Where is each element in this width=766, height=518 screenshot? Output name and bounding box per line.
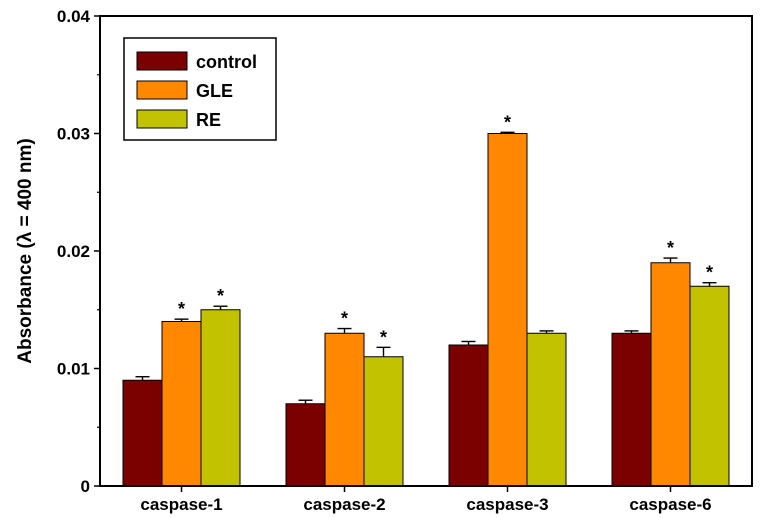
bar-caspase-3-re: [526, 332, 567, 487]
legend-label-re: RE: [196, 110, 221, 130]
significance-star-caspase-2-gle: *: [341, 309, 348, 329]
significance-star-caspase-1-re: *: [217, 286, 224, 306]
significance-star-caspase-2-re: *: [380, 327, 387, 347]
x-tick-label-caspase-2: caspase-2: [303, 495, 385, 514]
significance-markers: * * * * * * *: [178, 112, 713, 347]
bar-caspase-2-re: [363, 356, 404, 487]
y-axis: 0 0.01 0.02 0.03 0.04: [57, 7, 100, 496]
y-tick-label-2: 0.02: [57, 242, 90, 261]
legend-label-gle: GLE: [196, 81, 233, 101]
y-tick-label-4: 0.04: [57, 7, 91, 26]
bar-caspase-6-gle: [650, 262, 691, 487]
bar-caspase-2-control: [285, 403, 326, 487]
x-tick-label-caspase-1: caspase-1: [140, 495, 222, 514]
bar-caspase-2-gle: [324, 332, 365, 487]
y-tick-label-3: 0.03: [57, 125, 90, 144]
y-tick-label-0: 0: [81, 477, 90, 496]
bar-caspase-1-re: [200, 309, 241, 487]
x-tick-label-caspase-6: caspase-6: [629, 495, 711, 514]
bar-caspase-3-gle: [487, 133, 528, 487]
legend-swatch-gle: [136, 80, 188, 100]
significance-star-caspase-3-gle: *: [504, 112, 511, 132]
bar-caspase-6-re: [689, 285, 730, 487]
bar-caspase-1-gle: [161, 321, 202, 487]
legend: control GLE RE: [123, 37, 277, 141]
legend-items: control GLE RE: [136, 51, 257, 130]
legend-swatch-control: [136, 51, 188, 71]
bar-caspase-3-control: [448, 344, 489, 487]
x-tick-label-caspase-3: caspase-3: [466, 495, 548, 514]
x-axis: caspase-1 caspase-2 caspase-3 caspase-6: [140, 486, 712, 514]
bars-layer: [122, 133, 730, 487]
bar-caspase-6-control: [611, 332, 652, 487]
y-axis-title: Absorbance (λ = 400 nm): [15, 138, 36, 363]
significance-star-caspase-6-re: *: [706, 263, 713, 283]
significance-star-caspase-6-gle: *: [667, 238, 674, 258]
legend-label-control: control: [196, 52, 257, 72]
legend-swatch-re: [136, 109, 188, 129]
bar-caspase-1-control: [122, 379, 163, 487]
significance-star-caspase-1-gle: *: [178, 299, 185, 319]
error-bars-layer: [135, 131, 717, 404]
y-tick-label-1: 0.01: [57, 360, 90, 379]
